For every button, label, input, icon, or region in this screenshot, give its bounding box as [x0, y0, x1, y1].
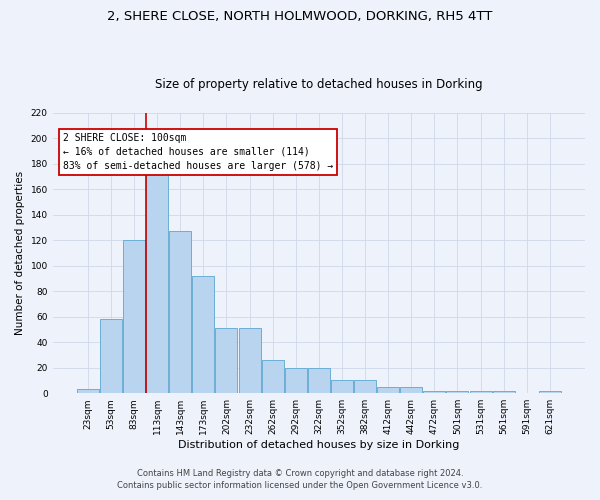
Bar — [193, 276, 214, 393]
Bar — [262, 360, 284, 393]
Bar — [146, 164, 168, 393]
Bar — [239, 328, 260, 393]
Bar — [400, 387, 422, 393]
Bar — [493, 390, 515, 393]
Bar — [470, 390, 491, 393]
Bar — [308, 368, 330, 393]
Y-axis label: Number of detached properties: Number of detached properties — [15, 171, 25, 335]
Bar — [100, 320, 122, 393]
Bar — [285, 368, 307, 393]
Bar — [424, 390, 445, 393]
Bar — [539, 390, 561, 393]
Bar — [123, 240, 145, 393]
X-axis label: Distribution of detached houses by size in Dorking: Distribution of detached houses by size … — [178, 440, 460, 450]
Bar — [169, 232, 191, 393]
Bar — [354, 380, 376, 393]
Bar — [331, 380, 353, 393]
Bar — [215, 328, 238, 393]
Bar — [77, 390, 99, 393]
Bar — [377, 387, 399, 393]
Title: Size of property relative to detached houses in Dorking: Size of property relative to detached ho… — [155, 78, 482, 91]
Bar — [446, 390, 469, 393]
Text: Contains HM Land Registry data © Crown copyright and database right 2024.
Contai: Contains HM Land Registry data © Crown c… — [118, 468, 482, 490]
Text: 2, SHERE CLOSE, NORTH HOLMWOOD, DORKING, RH5 4TT: 2, SHERE CLOSE, NORTH HOLMWOOD, DORKING,… — [107, 10, 493, 23]
Text: 2 SHERE CLOSE: 100sqm
← 16% of detached houses are smaller (114)
83% of semi-det: 2 SHERE CLOSE: 100sqm ← 16% of detached … — [64, 132, 334, 170]
